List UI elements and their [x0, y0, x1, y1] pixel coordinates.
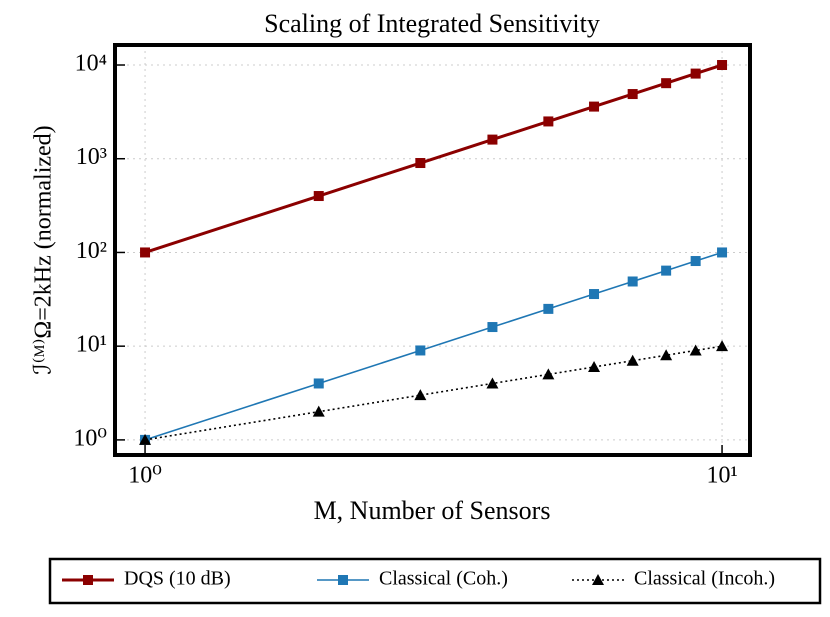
data-point: [313, 378, 324, 389]
data-point: [543, 116, 554, 127]
series-line: [144, 63, 723, 254]
legend-label: Classical (Incoh.): [634, 568, 775, 590]
data-point: [627, 276, 638, 287]
legend-marker: [338, 575, 348, 585]
data-point: [589, 101, 600, 112]
data-point: [626, 354, 639, 366]
data-point: [716, 340, 729, 352]
data-point: [312, 405, 325, 417]
data-point: [627, 89, 638, 100]
data-point: [313, 191, 324, 202]
y-tick-label: 10¹: [76, 332, 107, 358]
y-tick-label: 10⁰: [73, 425, 107, 451]
legend-box: [48, 557, 822, 605]
x-tick-label: 10¹: [706, 463, 737, 489]
data-point: [542, 368, 555, 380]
data-point: [690, 256, 701, 267]
data-point: [487, 134, 498, 145]
y-tick-label: 10³: [76, 144, 107, 170]
x-tick-label: 10⁰: [128, 463, 162, 489]
data-point: [415, 345, 426, 356]
data-point: [487, 322, 498, 333]
data-point: [139, 433, 152, 445]
y-axis-label: ℐ⁽ᴹ⁾Ω=2kHz (normalized): [31, 125, 57, 374]
legend-marker: [83, 575, 93, 585]
y-tick-label: 10²: [76, 238, 107, 264]
plot-frame: [113, 43, 752, 457]
data-point: [661, 78, 672, 89]
y-tick-label: 10⁴: [75, 51, 107, 77]
legend-label: Classical (Coh.): [379, 568, 508, 590]
data-point: [717, 247, 728, 258]
data-point: [660, 349, 673, 361]
data-point: [486, 377, 499, 389]
data-point: [690, 68, 701, 79]
series-line: [144, 251, 723, 441]
data-point: [414, 389, 427, 401]
data-point: [717, 60, 728, 71]
data-point: [589, 289, 600, 300]
x-axis-label: M, Number of Sensors: [314, 496, 551, 525]
data-point: [661, 265, 672, 276]
data-point: [588, 360, 601, 372]
data-point: [415, 158, 426, 169]
data-point: [543, 303, 554, 314]
data-point: [689, 344, 702, 356]
legend-label: DQS (10 dB): [124, 568, 231, 590]
data-point: [140, 247, 151, 258]
legend-marker: [592, 574, 604, 585]
chart-title: Scaling of Integrated Sensitivity: [264, 9, 600, 38]
series-line: [144, 345, 723, 441]
